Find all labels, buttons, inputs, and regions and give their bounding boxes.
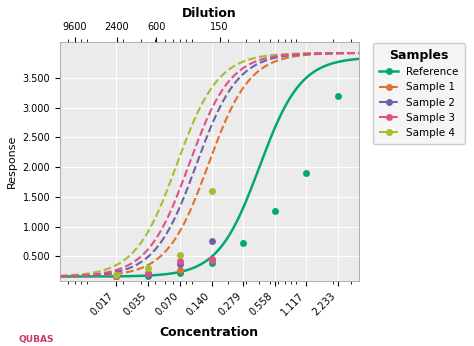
Text: QUBAS: QUBAS — [19, 335, 55, 344]
Y-axis label: Response: Response — [7, 135, 17, 189]
Legend: Reference, Sample 1, Sample 2, Sample 3, Sample 4: Reference, Sample 1, Sample 2, Sample 3,… — [373, 43, 465, 144]
X-axis label: Concentration: Concentration — [160, 326, 259, 339]
X-axis label: Dilution: Dilution — [182, 7, 237, 20]
